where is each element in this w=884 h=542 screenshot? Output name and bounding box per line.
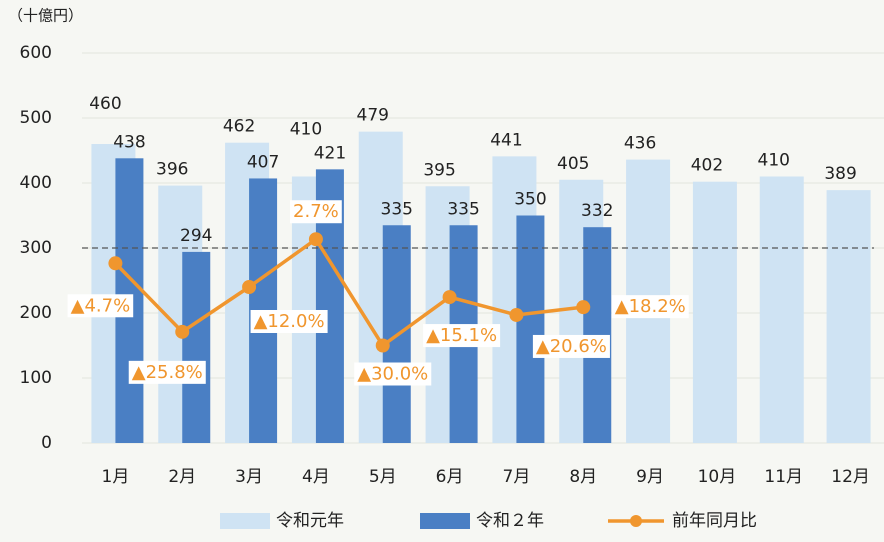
- data-label-group: 2.7%: [290, 200, 342, 224]
- line-value-label: ▲15.1%: [426, 325, 497, 346]
- y-axis-label: （十億円）: [8, 7, 83, 25]
- bar-value-label: 438: [113, 132, 145, 152]
- data-label-group: ▲20.6%: [532, 334, 610, 358]
- bar-value-label: 332: [581, 201, 613, 221]
- line-marker: [375, 338, 390, 353]
- x-tick-label: 2月: [168, 467, 196, 487]
- line-marker: [242, 280, 257, 294]
- bar-value-label: 421: [314, 143, 346, 163]
- line-marker: [509, 307, 524, 322]
- x-tick-label: 11月: [764, 467, 803, 487]
- bar-value-label: 335: [381, 199, 413, 219]
- x-tick-label: 7月: [503, 467, 531, 487]
- label-background: [611, 295, 689, 319]
- bar: [826, 190, 871, 443]
- line: [114, 236, 584, 349]
- bar: [516, 215, 545, 443]
- bar: [759, 176, 804, 443]
- x-tick-label: 10月: [698, 467, 737, 487]
- legend-label: 令和元年: [276, 511, 344, 531]
- x-tick-label: 5月: [369, 467, 397, 487]
- bar-value-label: 410: [758, 151, 790, 171]
- label-background: [290, 200, 342, 224]
- line-value-label: ▲25.8%: [132, 362, 203, 383]
- bar-value-label: 402: [691, 156, 723, 176]
- y-tick-label: 600: [20, 43, 52, 63]
- line-marker: [442, 290, 457, 305]
- label-background: [67, 294, 134, 318]
- y-tick-label: 0: [41, 433, 52, 453]
- x-tick-label: 8月: [569, 467, 597, 487]
- bar-value-label: 395: [423, 160, 455, 180]
- legend-swatch: [420, 513, 470, 529]
- bar-value-label: 407: [247, 152, 279, 172]
- x-tick-label: 9月: [636, 467, 664, 487]
- line-value-label: ▲4.7%: [71, 295, 131, 316]
- data-label-group: ▲18.2%: [611, 295, 689, 319]
- line-value-label: ▲20.6%: [536, 336, 607, 357]
- line-value-label: 2.7%: [293, 201, 339, 222]
- label-background: [250, 310, 328, 333]
- line-marker: [108, 256, 123, 271]
- data-label-group: ▲15.1%: [423, 324, 501, 348]
- x-tick-label: 6月: [436, 467, 464, 487]
- line-marker: [308, 232, 323, 247]
- bar-value-label: 389: [824, 164, 856, 184]
- legend-swatch: [630, 515, 642, 527]
- data-label-group: ▲12.0%: [250, 310, 328, 333]
- bar-value-label: 396: [156, 160, 188, 180]
- y-tick-label: 200: [20, 303, 52, 323]
- legend-label: 前年同月比: [672, 511, 757, 531]
- bar-value-label: 294: [180, 226, 212, 246]
- bar-value-label: 441: [490, 130, 522, 150]
- label-background: [354, 362, 432, 386]
- line-value-label: ▲18.2%: [615, 296, 686, 317]
- line-value-label: ▲30.0%: [357, 364, 428, 385]
- data-label-group: ▲4.7%: [67, 294, 134, 318]
- bar-value-label: 410: [290, 119, 322, 139]
- bar: [182, 251, 211, 443]
- label-background: [532, 334, 610, 358]
- x-tick-label: 1月: [102, 467, 130, 487]
- label-background: [128, 360, 206, 384]
- x-tick-label: 3月: [235, 467, 263, 487]
- label-background: [423, 324, 501, 348]
- line-marker: [175, 324, 190, 339]
- y-tick-label: 300: [20, 238, 52, 258]
- bar-value-label: 335: [447, 199, 479, 219]
- line-marker: [576, 300, 591, 315]
- legend-label: 令和２年: [476, 511, 544, 531]
- y-tick-label: 400: [20, 173, 52, 193]
- bar-value-label: 350: [514, 190, 546, 210]
- bar-value-label: 479: [357, 106, 389, 126]
- bar-value-label: 460: [89, 94, 121, 114]
- legend-swatch: [220, 513, 270, 529]
- y-tick-label: 500: [20, 108, 52, 128]
- data-label-group: ▲30.0%: [354, 362, 432, 386]
- x-tick-label: 12月: [831, 467, 870, 487]
- bar: [692, 181, 737, 443]
- bar-value-label: 462: [223, 117, 255, 137]
- x-tick-label: 4月: [302, 467, 330, 487]
- bar-value-label: 436: [624, 134, 656, 154]
- y-tick-label: 100: [20, 368, 52, 388]
- line-value-label: ▲12.0%: [254, 311, 325, 332]
- data-label-group: ▲25.8%: [128, 360, 206, 384]
- bar-value-label: 405: [557, 154, 589, 174]
